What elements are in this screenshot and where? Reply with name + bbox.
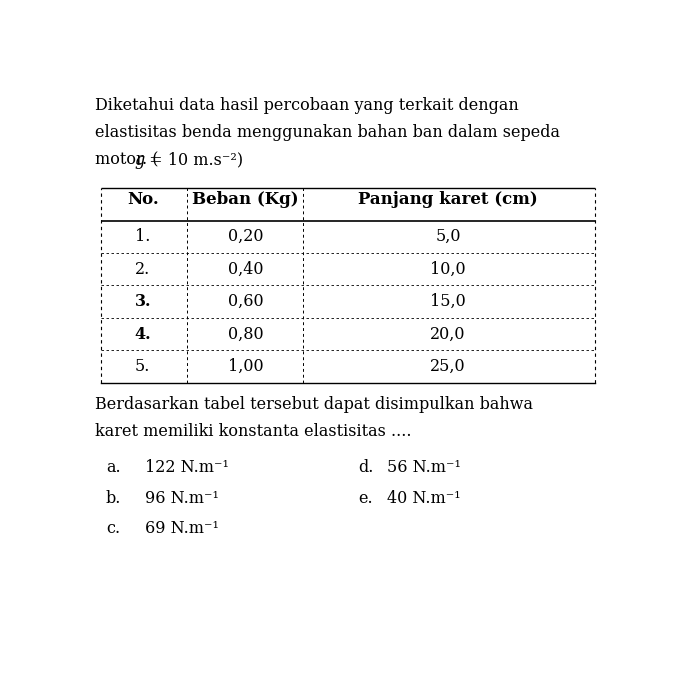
Text: motor. (: motor. ( bbox=[95, 151, 159, 168]
Text: 5,0: 5,0 bbox=[435, 228, 461, 245]
Text: 25,0: 25,0 bbox=[430, 358, 466, 375]
Text: g: g bbox=[134, 151, 145, 168]
Text: 5.: 5. bbox=[135, 358, 151, 375]
Text: Beban (Kg): Beban (Kg) bbox=[192, 191, 299, 208]
Text: 15,0: 15,0 bbox=[430, 293, 466, 310]
Text: karet memiliki konstanta elastisitas ....: karet memiliki konstanta elastisitas ...… bbox=[95, 423, 412, 440]
Text: 96 N.m⁻¹: 96 N.m⁻¹ bbox=[145, 490, 219, 507]
Text: elastisitas benda menggunakan bahan ban dalam sepeda: elastisitas benda menggunakan bahan ban … bbox=[95, 124, 560, 141]
Text: 122 N.m⁻¹: 122 N.m⁻¹ bbox=[145, 460, 230, 477]
Text: 0,60: 0,60 bbox=[227, 293, 263, 310]
Text: 0,40: 0,40 bbox=[227, 261, 263, 278]
Text: 20,0: 20,0 bbox=[430, 325, 466, 342]
Text: 1,00: 1,00 bbox=[227, 358, 263, 375]
Text: 10,0: 10,0 bbox=[430, 261, 466, 278]
Text: 4.: 4. bbox=[134, 325, 151, 342]
Text: Berdasarkan tabel tersebut dapat disimpulkan bahwa: Berdasarkan tabel tersebut dapat disimpu… bbox=[95, 396, 534, 413]
Text: 3.: 3. bbox=[134, 293, 151, 310]
Text: 1.: 1. bbox=[135, 228, 151, 245]
Text: 69 N.m⁻¹: 69 N.m⁻¹ bbox=[145, 520, 219, 537]
Text: Panjang karet (cm): Panjang karet (cm) bbox=[358, 191, 538, 208]
Text: a.: a. bbox=[106, 460, 121, 477]
Text: c.: c. bbox=[106, 520, 120, 537]
Text: 0,80: 0,80 bbox=[227, 325, 263, 342]
Text: 2.: 2. bbox=[135, 261, 150, 278]
Text: 0,20: 0,20 bbox=[227, 228, 263, 245]
Text: e.: e. bbox=[359, 490, 373, 507]
Text: = 10 m.s⁻²): = 10 m.s⁻²) bbox=[144, 151, 243, 168]
Text: 40 N.m⁻¹: 40 N.m⁻¹ bbox=[388, 490, 461, 507]
Text: d.: d. bbox=[359, 460, 374, 477]
Text: No.: No. bbox=[127, 191, 159, 208]
Text: b.: b. bbox=[106, 490, 122, 507]
Text: 56 N.m⁻¹: 56 N.m⁻¹ bbox=[388, 460, 461, 477]
Text: Diketahui data hasil percobaan yang terkait dengan: Diketahui data hasil percobaan yang terk… bbox=[95, 97, 519, 114]
